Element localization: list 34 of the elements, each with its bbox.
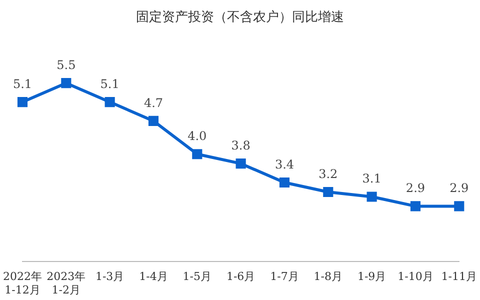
x-tick-label: 1-11月 <box>441 270 478 284</box>
data-label: 4.0 <box>188 129 207 144</box>
x-tick-label: 1-9月 <box>357 270 386 284</box>
point <box>236 158 246 169</box>
data-label: 3.4 <box>274 158 294 172</box>
point <box>366 192 377 202</box>
data-label: 3.8 <box>231 138 250 153</box>
data-label: 3.1 <box>362 172 382 186</box>
x-tick-label: 1-7月 <box>270 270 299 284</box>
data-label: 4.7 <box>144 96 164 110</box>
x-tick-label: 1-4月 <box>139 270 168 284</box>
data-label: 5.5 <box>56 58 76 72</box>
point <box>104 96 115 108</box>
point <box>148 116 159 126</box>
data-label: 5.1 <box>100 77 120 92</box>
x-tick-label: 2022年 1-12月 <box>2 270 42 296</box>
x-tick-label: 1-6月 <box>226 270 256 284</box>
chart-title: 固定资产投资（不含农户）同比增速 <box>135 9 345 27</box>
x-tick-label: 2023年 1-2月 <box>46 270 86 296</box>
point <box>192 149 202 160</box>
data-label: 3.2 <box>318 166 338 181</box>
x-tick-label: 1-8月 <box>314 270 343 284</box>
x-tick-label: 1-10月 <box>398 270 434 284</box>
point <box>410 201 421 212</box>
point <box>279 177 290 188</box>
point <box>454 201 464 212</box>
point <box>323 186 334 198</box>
x-tick-label: 1-5月 <box>182 270 212 284</box>
data-label: 2.9 <box>450 181 469 196</box>
data-label: 5.1 <box>12 77 32 92</box>
data-label: 2.9 <box>406 181 426 196</box>
x-tick-label: 1-3月 <box>95 270 124 284</box>
point <box>61 78 72 88</box>
point <box>17 96 28 108</box>
